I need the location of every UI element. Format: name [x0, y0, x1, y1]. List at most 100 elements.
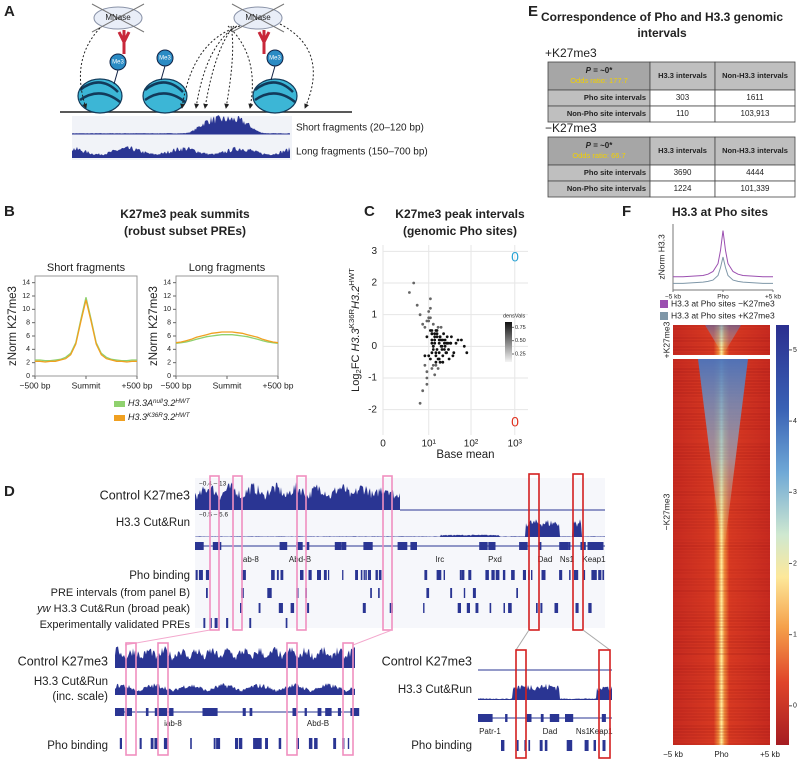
point — [430, 338, 434, 342]
feature — [510, 603, 512, 613]
feature — [485, 570, 488, 580]
table-label: −K27me3 — [545, 121, 597, 135]
point — [435, 329, 439, 332]
point — [440, 348, 444, 351]
feature — [516, 588, 518, 598]
feature — [450, 588, 453, 598]
feature — [369, 570, 371, 580]
heatmap-texture — [673, 581, 770, 583]
x-tick-label: Pho — [714, 750, 729, 759]
feature — [503, 603, 505, 613]
me3-label: Me3 — [112, 60, 124, 66]
feature — [163, 738, 168, 749]
heatmap-texture — [673, 668, 770, 670]
point — [421, 322, 425, 326]
colorbar-tick-label: 4 — [793, 418, 797, 425]
heatmap-texture — [673, 632, 770, 634]
heatmap-texture — [673, 710, 770, 712]
feature — [240, 603, 242, 613]
exon — [526, 714, 532, 722]
feature — [139, 738, 142, 749]
legend-swatch — [114, 401, 125, 407]
point — [427, 316, 431, 320]
panel-letter: C — [364, 203, 375, 220]
feature — [267, 588, 271, 598]
x-tick-label: +500 bp — [122, 380, 153, 390]
heatmap-texture — [673, 560, 770, 562]
feature — [495, 570, 500, 580]
feature — [360, 570, 363, 580]
y-tick-label: 4 — [167, 346, 171, 353]
heatmap-texture — [673, 626, 770, 628]
stat-text: P = ~0* — [586, 141, 614, 150]
heatmap-texture — [673, 638, 770, 640]
point — [442, 332, 445, 336]
feature — [583, 570, 586, 580]
table-cell — [714, 136, 796, 166]
track-signal — [478, 683, 612, 700]
gene-label: Keap1 — [582, 555, 606, 564]
feature — [276, 570, 279, 580]
column-header: Non-H3.3 intervals — [722, 146, 788, 155]
y-tick-label: -2 — [368, 404, 377, 415]
row-header: Pho site intervals — [584, 93, 646, 102]
feature — [328, 570, 330, 580]
point — [423, 354, 427, 358]
y-tick-label: 14 — [163, 280, 171, 287]
feature — [365, 570, 367, 580]
exon — [115, 708, 123, 716]
feature — [457, 603, 461, 613]
legend-swatch — [660, 312, 668, 320]
feature — [119, 738, 122, 749]
panel-title: K27me3 peak summits — [120, 207, 250, 221]
heatmap-texture — [673, 575, 770, 577]
feature — [491, 570, 495, 580]
cut-arrow — [180, 25, 241, 109]
heatmap-texture — [673, 620, 770, 622]
table-value: 103,913 — [741, 109, 770, 118]
text-part: Log — [350, 373, 362, 391]
y-axis-label: zNorm H3.3 — [656, 234, 666, 280]
panel-letter: F — [622, 203, 631, 220]
heatmap-texture — [673, 614, 770, 616]
colorbar-tick-label: 2 — [793, 560, 797, 567]
heatmap-texture — [673, 548, 770, 550]
feature — [569, 740, 573, 751]
heatmap-texture — [673, 599, 770, 601]
table-value: 303 — [676, 93, 690, 102]
feature — [257, 738, 260, 749]
exon — [279, 542, 288, 550]
feature — [426, 588, 430, 598]
heatmap-texture — [673, 713, 770, 715]
table-label: +K27me3 — [545, 46, 597, 60]
me3-mark — [109, 53, 127, 71]
feature — [271, 570, 275, 580]
text-part: H3.3A — [128, 398, 153, 408]
table-cell — [649, 61, 716, 91]
exon — [540, 714, 544, 722]
track-label: H3.3 Cut&Run — [34, 676, 108, 688]
curve — [673, 256, 773, 284]
point — [434, 351, 438, 355]
panel-letter: A — [4, 3, 15, 20]
cut-arrow — [227, 25, 254, 109]
exon — [478, 714, 487, 722]
feature — [216, 738, 218, 749]
point — [454, 341, 458, 345]
row-header: Non-Pho site intervals — [567, 109, 646, 118]
exon — [292, 708, 298, 716]
odds-text: Odds ratio: 177.7 — [570, 76, 628, 85]
legend-swatch — [114, 415, 125, 421]
feature — [540, 603, 543, 613]
feature — [531, 570, 533, 580]
highlight-box — [382, 475, 393, 631]
heatmap-texture — [673, 635, 770, 637]
point — [412, 281, 416, 285]
panel-title: K27me3 peak intervals — [395, 207, 525, 221]
gene-label: Ns1 — [560, 555, 575, 564]
feature — [528, 740, 531, 751]
highlight-box — [296, 475, 307, 631]
point — [438, 360, 442, 364]
point — [429, 306, 432, 310]
feature — [536, 603, 538, 613]
